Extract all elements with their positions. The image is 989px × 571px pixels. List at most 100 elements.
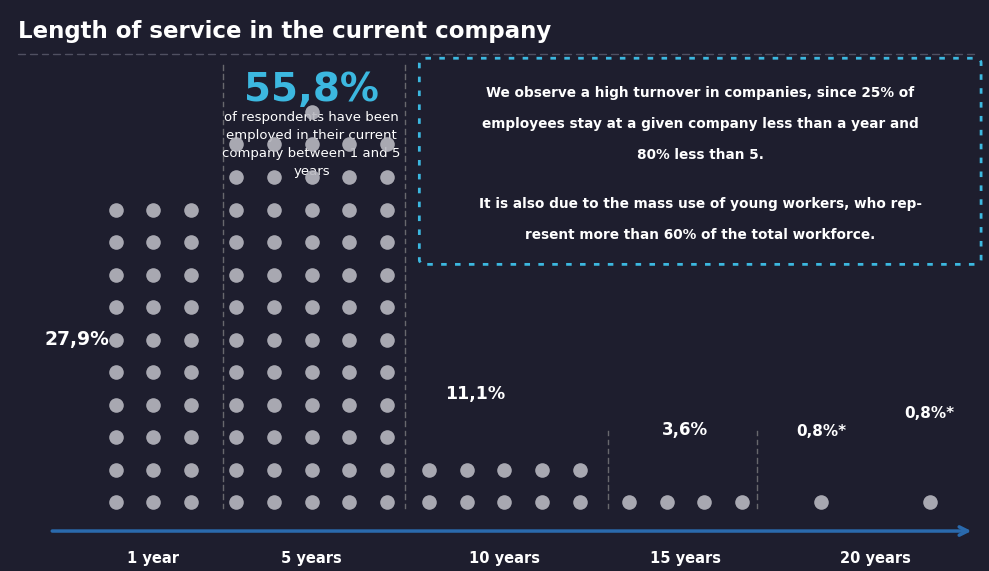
Point <box>379 205 395 214</box>
Point <box>341 433 357 442</box>
Point <box>145 465 161 475</box>
Point <box>304 205 319 214</box>
Point <box>145 368 161 377</box>
Point <box>341 465 357 475</box>
Point <box>341 270 357 279</box>
Point <box>304 238 319 247</box>
Point <box>304 140 319 149</box>
Point <box>228 270 244 279</box>
Point <box>145 303 161 312</box>
Point <box>266 400 282 409</box>
Point <box>145 335 161 344</box>
Point <box>145 498 161 507</box>
Point <box>228 433 244 442</box>
Point <box>108 400 124 409</box>
Point <box>379 368 395 377</box>
Point <box>108 465 124 475</box>
Point <box>266 465 282 475</box>
Point <box>379 433 395 442</box>
Point <box>228 140 244 149</box>
Text: 20 years: 20 years <box>840 551 911 566</box>
Point <box>266 303 282 312</box>
Point <box>228 172 244 182</box>
Point <box>228 368 244 377</box>
Point <box>341 172 357 182</box>
Text: 11,1%: 11,1% <box>445 385 504 403</box>
Point <box>266 140 282 149</box>
Point <box>183 433 199 442</box>
Point <box>341 400 357 409</box>
Point <box>459 498 475 507</box>
Text: We observe a high turnover in companies, since 25% of: We observe a high turnover in companies,… <box>486 86 915 100</box>
Point <box>266 270 282 279</box>
Point <box>183 335 199 344</box>
Text: 0,8%*: 0,8%* <box>905 407 954 421</box>
Point <box>534 498 550 507</box>
Point <box>341 335 357 344</box>
Text: employees stay at a given company less than a year and: employees stay at a given company less t… <box>482 117 919 131</box>
Point <box>266 205 282 214</box>
Point <box>304 465 319 475</box>
Point <box>228 465 244 475</box>
Point <box>341 368 357 377</box>
Point <box>496 498 512 507</box>
Text: 10 years: 10 years <box>469 551 540 566</box>
Text: 3,6%: 3,6% <box>663 420 708 439</box>
Point <box>304 368 319 377</box>
Text: of respondents have been
employed in their current
company between 1 and 5
years: of respondents have been employed in the… <box>223 111 401 178</box>
Point <box>228 400 244 409</box>
Point <box>379 303 395 312</box>
Point <box>266 433 282 442</box>
Point <box>459 465 475 475</box>
Point <box>145 238 161 247</box>
Text: 1 year: 1 year <box>128 551 179 566</box>
Point <box>659 498 674 507</box>
Text: It is also due to the mass use of young workers, who rep-: It is also due to the mass use of young … <box>479 197 922 211</box>
Text: 27,9%: 27,9% <box>45 330 110 349</box>
Point <box>108 303 124 312</box>
Point <box>421 498 437 507</box>
Point <box>108 270 124 279</box>
Point <box>922 498 938 507</box>
Text: Length of service in the current company: Length of service in the current company <box>18 20 551 43</box>
Point <box>145 205 161 214</box>
Point <box>145 270 161 279</box>
Point <box>379 400 395 409</box>
Point <box>266 335 282 344</box>
Point <box>183 465 199 475</box>
Point <box>304 498 319 507</box>
Text: 55,8%: 55,8% <box>244 71 379 110</box>
Point <box>379 140 395 149</box>
Text: resent more than 60% of the total workforce.: resent more than 60% of the total workfo… <box>525 228 875 243</box>
Point <box>228 205 244 214</box>
Point <box>734 498 750 507</box>
Point <box>341 303 357 312</box>
Point <box>379 335 395 344</box>
Point <box>228 238 244 247</box>
Point <box>379 498 395 507</box>
Point <box>266 498 282 507</box>
Point <box>108 498 124 507</box>
Point <box>304 433 319 442</box>
Point <box>304 172 319 182</box>
Text: 5 years: 5 years <box>281 551 342 566</box>
Point <box>304 335 319 344</box>
Point <box>341 140 357 149</box>
Point <box>621 498 637 507</box>
Point <box>341 238 357 247</box>
Point <box>228 303 244 312</box>
Point <box>228 498 244 507</box>
Point <box>266 172 282 182</box>
Point <box>572 465 587 475</box>
Point <box>341 498 357 507</box>
Point <box>304 270 319 279</box>
Point <box>341 205 357 214</box>
Point <box>379 172 395 182</box>
Text: 0,8%*: 0,8%* <box>796 424 846 439</box>
Point <box>379 270 395 279</box>
Point <box>183 368 199 377</box>
Point <box>108 368 124 377</box>
Point <box>534 465 550 475</box>
Point <box>183 270 199 279</box>
Point <box>108 205 124 214</box>
